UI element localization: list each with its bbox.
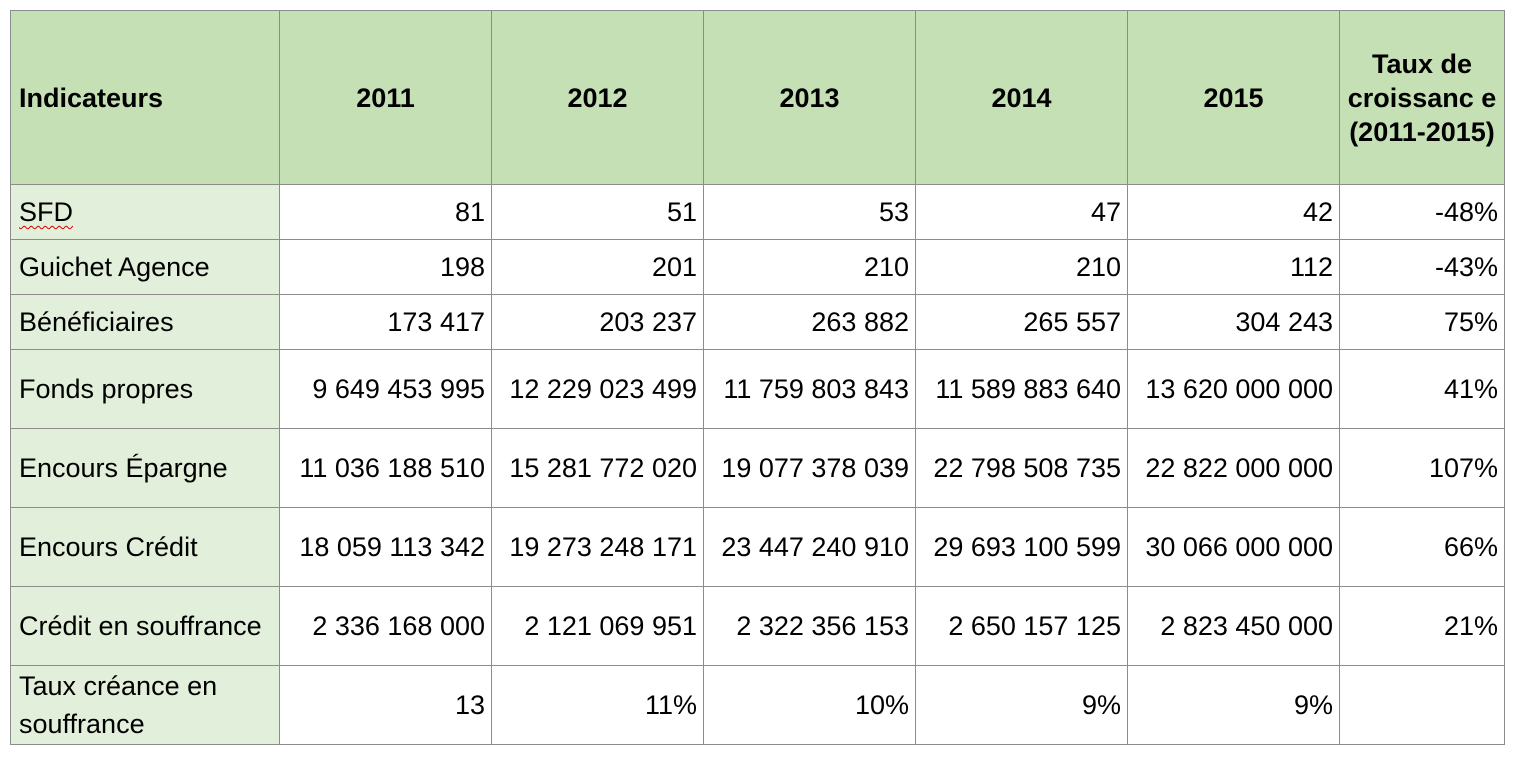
table-cell: 42	[1127, 184, 1340, 240]
table-cell: 2 650 157 125	[915, 586, 1128, 666]
table-cell: 13	[279, 665, 492, 745]
table-cell: 66%	[1339, 507, 1505, 587]
table-row: Crédit en souffrance 2 336 168 000 2 121…	[10, 586, 1505, 666]
table-cell: 11%	[491, 665, 704, 745]
table-cell: 9%	[1127, 665, 1340, 745]
row-label: Taux créance en souffrance	[10, 665, 280, 745]
table-cell: 18 059 113 342	[279, 507, 492, 587]
table-cell: 203 237	[491, 294, 704, 350]
table-cell: 22 822 000 000	[1127, 428, 1340, 508]
table-cell: 2 823 450 000	[1127, 586, 1340, 666]
table-cell: -48%	[1339, 184, 1505, 240]
header-indicateurs: Indicateurs	[10, 10, 280, 185]
table-cell: 173 417	[279, 294, 492, 350]
row-label: Fonds propres	[10, 349, 280, 429]
table-cell: 12 229 023 499	[491, 349, 704, 429]
table-row: Fonds propres 9 649 453 995 12 229 023 4…	[10, 349, 1505, 429]
header-row: Indicateurs 2011 2012 2013 2014 2015 Tau…	[10, 10, 1505, 185]
table-cell: 23 447 240 910	[703, 507, 916, 587]
table-cell: 75%	[1339, 294, 1505, 350]
table-cell: 2 322 356 153	[703, 586, 916, 666]
table-cell: 201	[491, 239, 704, 295]
table-row: SFD 81 51 53 47 42 -48%	[10, 184, 1505, 240]
table-cell: -43%	[1339, 239, 1505, 295]
table-cell: 263 882	[703, 294, 916, 350]
table-cell: 53	[703, 184, 916, 240]
header-growth-rate: Taux de croissanc e (2011-2015)	[1339, 10, 1505, 185]
table-cell: 304 243	[1127, 294, 1340, 350]
table-cell: 9%	[915, 665, 1128, 745]
table-cell: 10%	[703, 665, 916, 745]
table-body: SFD 81 51 53 47 42 -48% Guichet Agence 1…	[10, 184, 1505, 745]
row-label-text: SFD	[19, 197, 73, 227]
table-cell: 30 066 000 000	[1127, 507, 1340, 587]
header-2011: 2011	[279, 10, 492, 185]
table-row: Taux créance en souffrance 13 11% 10% 9%…	[10, 665, 1505, 745]
table-cell: 41%	[1339, 349, 1505, 429]
table-cell: 9 649 453 995	[279, 349, 492, 429]
table-cell: 47	[915, 184, 1128, 240]
table-cell: 15 281 772 020	[491, 428, 704, 508]
table-cell: 19 273 248 171	[491, 507, 704, 587]
table-cell: 11 759 803 843	[703, 349, 916, 429]
table-cell: 2 336 168 000	[279, 586, 492, 666]
table-cell: 22 798 508 735	[915, 428, 1128, 508]
row-label: Crédit en souffrance	[10, 586, 280, 666]
table-row: Encours Crédit 18 059 113 342 19 273 248…	[10, 507, 1505, 587]
row-label: SFD	[10, 184, 280, 240]
header-2012: 2012	[491, 10, 704, 185]
row-label: Bénéficiaires	[10, 294, 280, 350]
table-cell: 11 589 883 640	[915, 349, 1128, 429]
table-cell: 11 036 188 510	[279, 428, 492, 508]
table-cell: 81	[279, 184, 492, 240]
table-cell: 2 121 069 951	[491, 586, 704, 666]
row-label: Encours Crédit	[10, 507, 280, 587]
row-label: Encours Épargne	[10, 428, 280, 508]
table-row: Bénéficiaires 173 417 203 237 263 882 26…	[10, 294, 1505, 350]
table-cell: 107%	[1339, 428, 1505, 508]
table-header: Indicateurs 2011 2012 2013 2014 2015 Tau…	[10, 10, 1505, 185]
table-cell: 21%	[1339, 586, 1505, 666]
table-cell: 265 557	[915, 294, 1128, 350]
table-cell: 112	[1127, 239, 1340, 295]
table-cell: 19 077 378 039	[703, 428, 916, 508]
table-cell	[1339, 665, 1505, 745]
table-row: Encours Épargne 11 036 188 510 15 281 77…	[10, 428, 1505, 508]
table-cell: 29 693 100 599	[915, 507, 1128, 587]
header-2013: 2013	[703, 10, 916, 185]
table-cell: 51	[491, 184, 704, 240]
header-2014: 2014	[915, 10, 1128, 185]
table-cell: 13 620 000 000	[1127, 349, 1340, 429]
table-cell: 198	[279, 239, 492, 295]
row-label: Guichet Agence	[10, 239, 280, 295]
table-cell: 210	[915, 239, 1128, 295]
table-row: Guichet Agence 198 201 210 210 112 -43%	[10, 239, 1505, 295]
header-2015: 2015	[1127, 10, 1340, 185]
table-cell: 210	[703, 239, 916, 295]
indicators-table: Indicateurs 2011 2012 2013 2014 2015 Tau…	[10, 10, 1505, 745]
